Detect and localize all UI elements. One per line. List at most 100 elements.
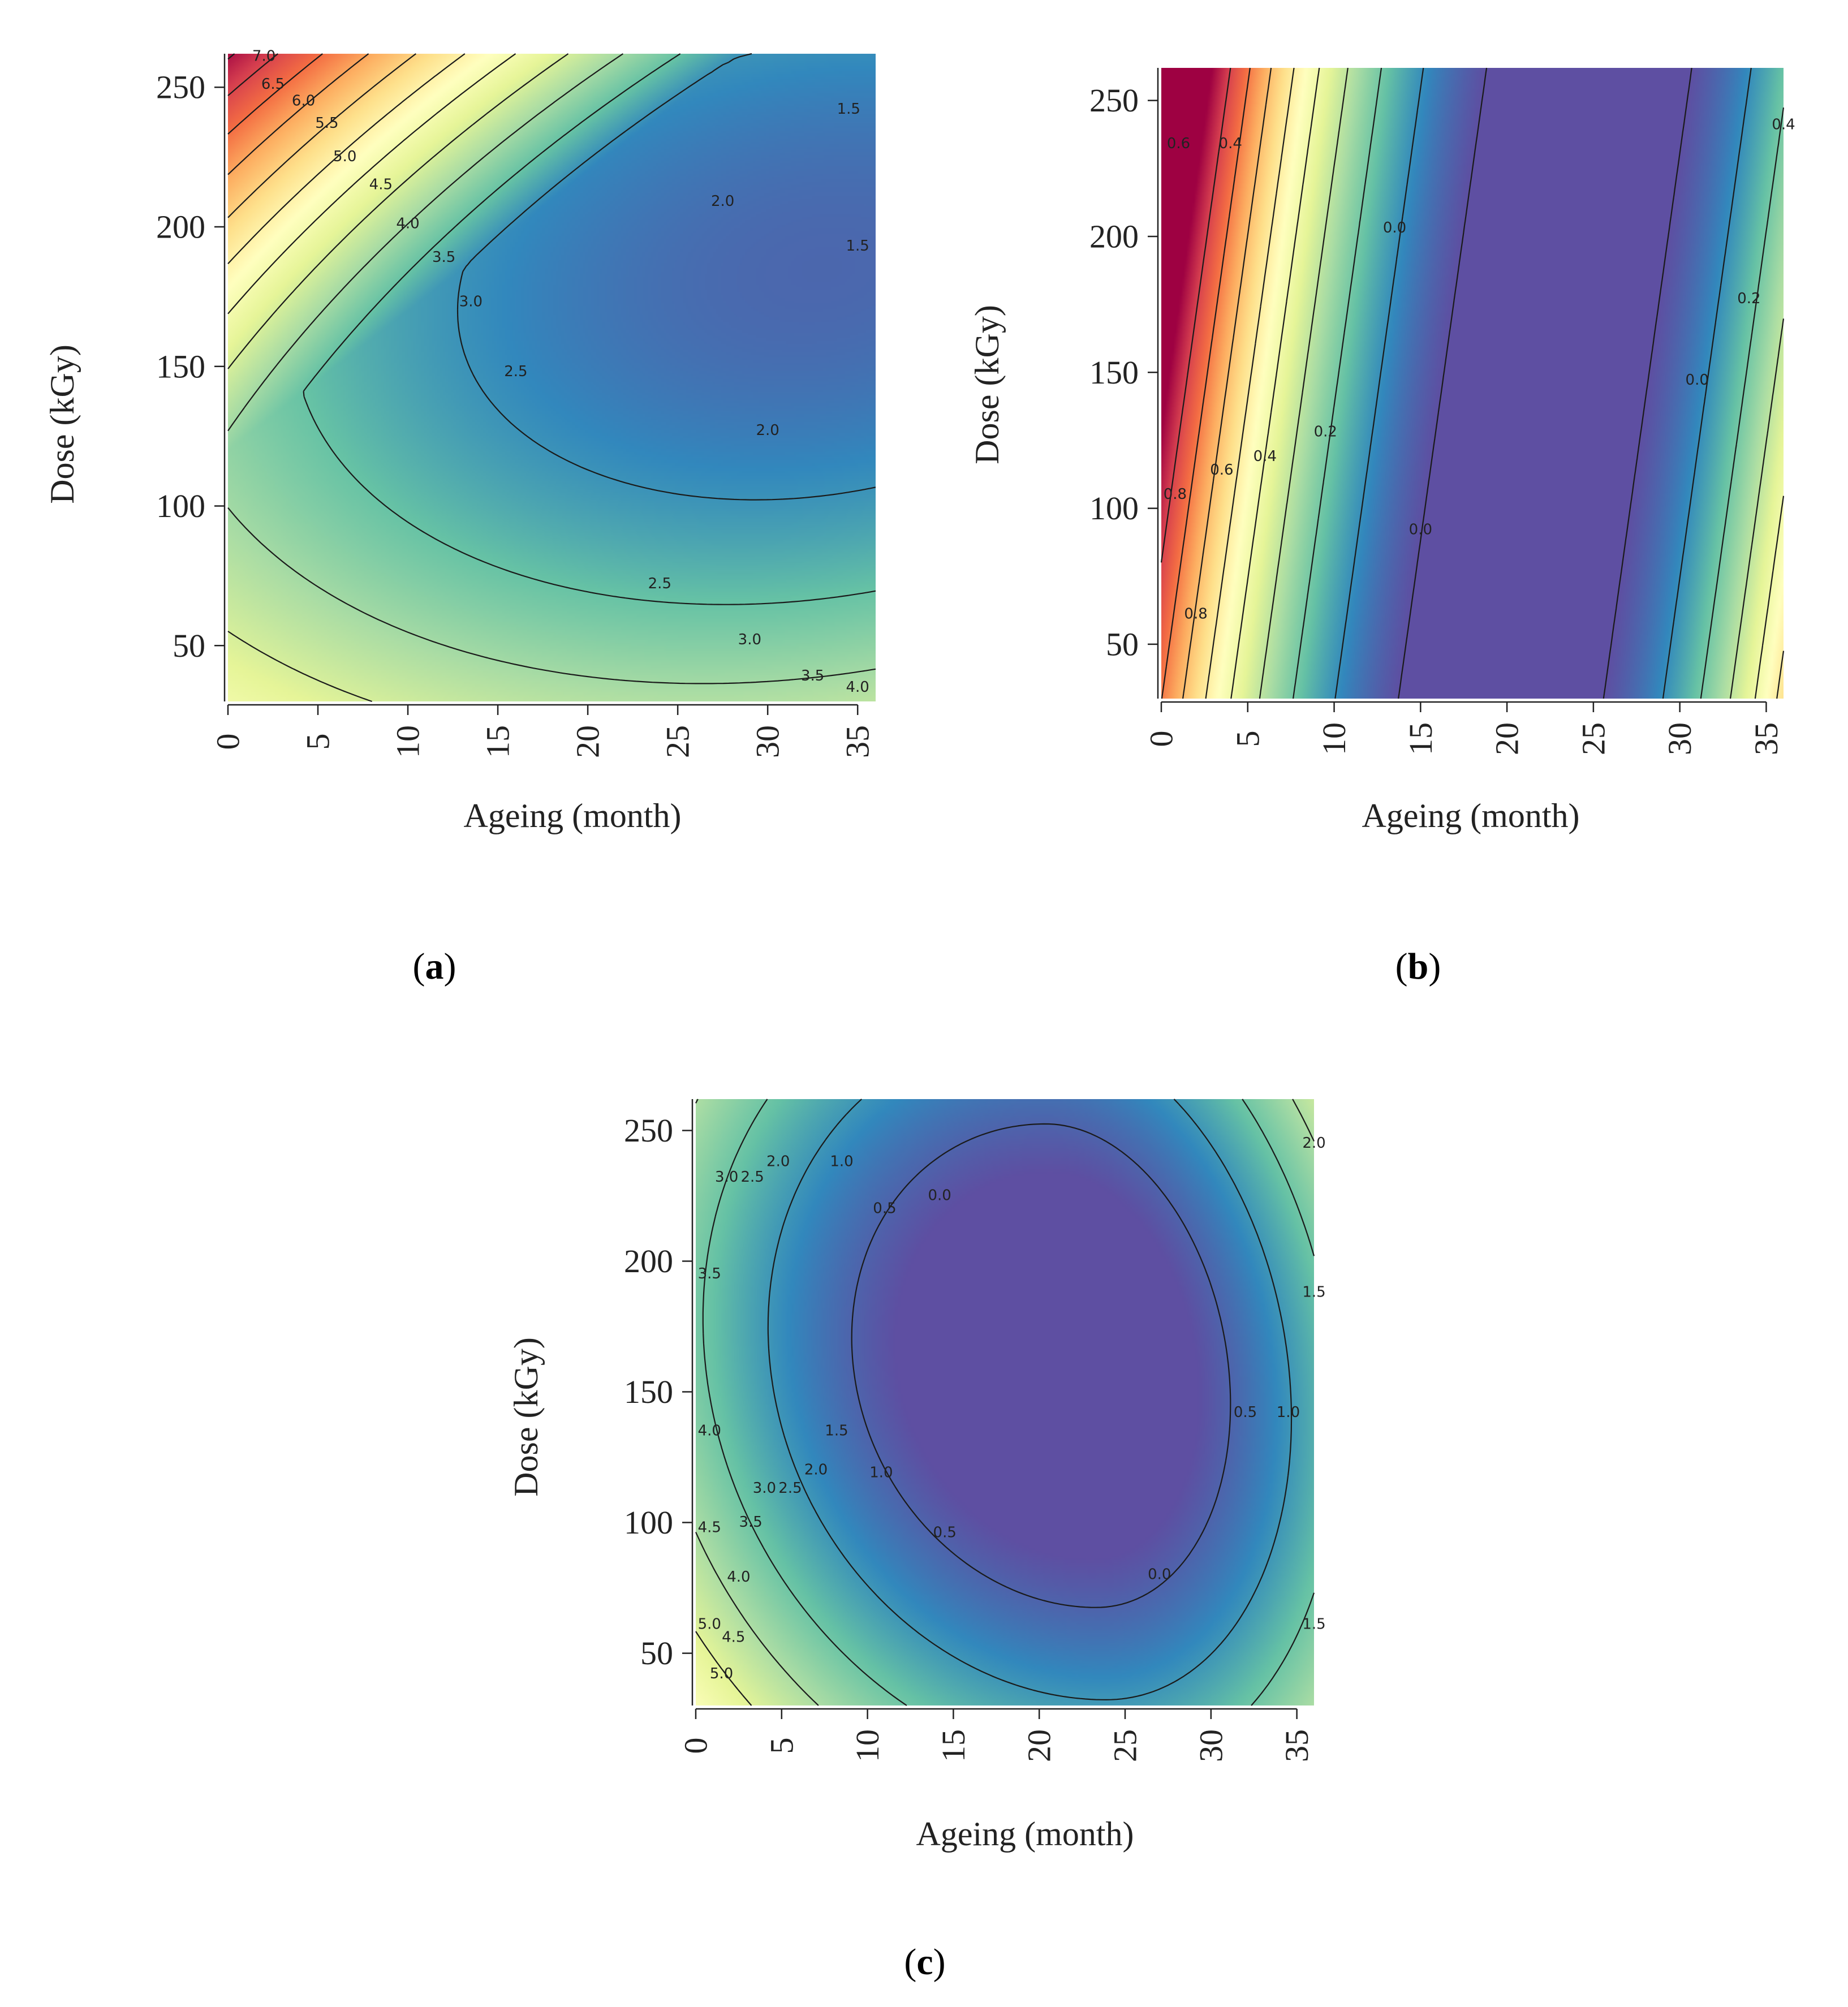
chart-c-y-tick-label: 200 — [624, 1243, 673, 1280]
chart-a-contour-label: 1.5 — [846, 238, 869, 255]
chart-c: 3.0 2.52.0 1.00.50.02.03.51.54.0 1.51.02.03… — [507, 1099, 1326, 1983]
chart-c-contour-label: 1.0 — [1277, 1404, 1300, 1421]
chart-a-contour-line — [227, 53, 416, 218]
chart-b-x-tick-label: 15 — [1402, 722, 1439, 755]
chart-b-x-tick-label: 5 — [1229, 731, 1266, 747]
chart-c-y-tick-label: 100 — [624, 1504, 673, 1541]
chart-b-contour-line — [1160, 67, 1231, 563]
chart-b-contour-label: 0.0 — [1383, 219, 1406, 236]
chart-b-x-tick-label: 20 — [1489, 722, 1526, 755]
chart-c-contour-label: 4.0 — [727, 1569, 750, 1586]
chart-c-contour-line — [695, 1631, 752, 1706]
chart-c-contour-label: 4.5 — [722, 1629, 745, 1646]
chart-b-contour-label: 0.0 — [1686, 372, 1709, 389]
chart-c-contour-label: 1.0 — [869, 1464, 893, 1481]
chart-a-xlabel: Ageing (month) — [464, 797, 682, 834]
chart-c-contour-line — [702, 1099, 1315, 1706]
chart-b-y-tick-label: 200 — [1089, 218, 1139, 255]
chart-b-y-tick-label: 150 — [1089, 354, 1139, 391]
chart-b-contour-line — [1230, 67, 1785, 699]
chart-b-x-tick-label: 0 — [1143, 731, 1180, 747]
chart-b: 0.6 0.4 0.0 0.4 0.2 0.0 0.2 0.4 0.6 0.8 0.0 0.8 0 5 1… — [968, 67, 1795, 987]
chart-b-contour-label: 0.8 — [1164, 486, 1187, 503]
chart-a-contour-label: 3.0 — [738, 631, 761, 648]
chart-b-xlabel: Ageing (month) — [1362, 797, 1580, 834]
chart-a-contour-label: 7.0 — [252, 48, 275, 64]
chart-a-contour-label: 4.0 — [396, 216, 419, 232]
chart-c-contour-label: 1.5 — [1302, 1616, 1325, 1633]
chart-a-contour-line — [456, 53, 876, 501]
chart-a-heatmap — [228, 54, 876, 701]
chart-a-contour-line — [227, 53, 516, 315]
chart-a-panel-label: (a) — [413, 946, 456, 987]
chart-b-x-tick-label: 35 — [1748, 722, 1785, 755]
chart-c-contour-label: 0.5 — [933, 1524, 957, 1541]
chart-a-x-tick-label: 30 — [749, 725, 786, 758]
chart-a-x-tick-label: 15 — [480, 725, 516, 758]
chart-c-contour-label: 2.0 — [1302, 1135, 1325, 1152]
chart-a-x-tick-label: 35 — [839, 725, 876, 758]
chart-c-contour-label: 3.0 — [753, 1480, 776, 1497]
chart-a-contour-label: 2.5 — [504, 363, 527, 380]
chart-c-y-tick-label: 50 — [640, 1635, 673, 1672]
chart-c-contour-label: 5.0 — [698, 1616, 721, 1633]
chart-c-x-tick-label: 25 — [1107, 1729, 1144, 1762]
chart-a-contour-line — [227, 53, 466, 265]
chart-b-contour-line — [1161, 67, 1251, 699]
chart-a-x-tick-label: 20 — [570, 725, 606, 758]
chart-a-contour-label: 3.0 — [459, 294, 483, 311]
chart-a-x-tick-label: 5 — [300, 734, 337, 750]
chart-a-contour-label: 6.0 — [292, 92, 315, 109]
chart-b-y-tick-label: 100 — [1089, 490, 1139, 527]
chart-c-contour-label: 0.0 — [928, 1187, 951, 1204]
chart-b-contour-line — [1293, 67, 1785, 699]
chart-a-y-axis: 50 100 150 200 250 — [156, 54, 226, 701]
chart-c-contour-label: 3.5 — [698, 1265, 721, 1282]
chart-b-contours — [1160, 67, 1785, 699]
chart-c-panel-label: (c) — [904, 1941, 945, 1983]
chart-c-contour-label: 2.5 — [778, 1480, 802, 1497]
chart-b-x-tick-label: 25 — [1575, 722, 1612, 755]
chart-b-y-tick-label: 50 — [1106, 626, 1139, 662]
chart-b-x-tick-label: 10 — [1316, 722, 1352, 755]
chart-a-y-tick-label: 50 — [173, 627, 205, 664]
chart-b-contour-label: 0.2 — [1314, 424, 1337, 441]
chart-a-ylabel: Dose (kGy) — [44, 344, 81, 504]
chart-c-x-tick-label: 30 — [1192, 1729, 1229, 1762]
chart-c-x-tick-label: 5 — [763, 1738, 800, 1754]
chart-b-contour-label: 0.0 — [1409, 522, 1432, 539]
chart-a-y-tick-label: 100 — [156, 488, 205, 524]
chart-a-contour-line — [227, 53, 369, 175]
chart-b-panel-label: (b) — [1395, 946, 1441, 987]
chart-a-y-tick-label: 150 — [156, 348, 205, 385]
chart-b-y-axis: 50 100 150 200 250 — [1089, 68, 1159, 699]
chart-a-contour-label: 2.5 — [648, 575, 671, 592]
chart-c-contour-label: 2.0 — [766, 1153, 790, 1170]
chart-b-contour-line — [1182, 67, 1272, 699]
chart-a-contour-label: 4.5 — [369, 176, 393, 193]
chart-b-ylabel: Dose (kGy) — [968, 305, 1006, 464]
chart-a-contour-line — [227, 53, 323, 135]
chart-a-contour-label: 2.0 — [711, 193, 734, 210]
chart-c-contour-label: 5.0 — [710, 1665, 733, 1682]
chart-a-contour-line — [227, 53, 876, 684]
chart-a-contour-label: 3.5 — [801, 667, 824, 684]
chart-b-contour-label: 0.6 — [1167, 135, 1190, 152]
chart-c-contour-label: 4.0 — [698, 1422, 721, 1439]
chart-b-contour-line — [1398, 67, 1692, 699]
chart-a-contour-label: 1.5 — [837, 101, 860, 118]
chart-c-x-tick-label: 15 — [935, 1729, 972, 1762]
chart-a-contour-label: 3.5 — [432, 249, 455, 266]
chart-b-y-tick-label: 250 — [1089, 82, 1139, 119]
chart-b-contour-line — [1205, 67, 1785, 699]
chart-c-y-tick-label: 150 — [624, 1373, 673, 1410]
chart-a-contour-line — [227, 53, 569, 703]
chart-b-contour-line — [1259, 67, 1785, 699]
chart-c-contour-label: 1.5 — [1302, 1284, 1325, 1300]
chart-a-x-tick-label: 10 — [390, 725, 427, 758]
chart-c-xlabel: Ageing (month) — [916, 1815, 1134, 1853]
chart-a-contour-label: 4.0 — [846, 679, 869, 696]
chart-b-contour-label: 0.8 — [1184, 606, 1207, 623]
chart-b-contour-label: 0.4 — [1253, 448, 1277, 465]
